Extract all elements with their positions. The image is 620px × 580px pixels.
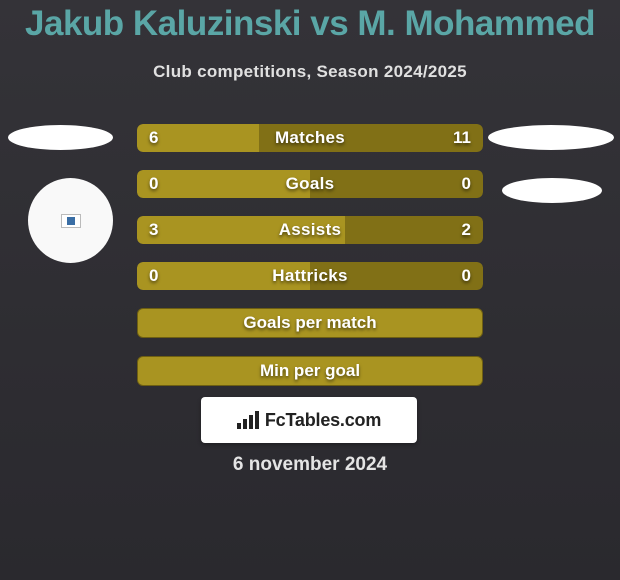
stat-label: Assists: [137, 216, 483, 244]
stat-value-left: 3: [149, 216, 158, 244]
stat-value-left: 0: [149, 262, 158, 290]
stat-label: Goals: [137, 170, 483, 198]
decorative-ellipse: [488, 125, 614, 150]
stat-value-left: 0: [149, 170, 158, 198]
stat-row-single: Min per goal: [137, 356, 483, 386]
root: Jakub Kaluzinski vs M. Mohammed Club com…: [0, 0, 620, 580]
logo-text: FcTables.com: [265, 410, 381, 431]
stat-value-right: 0: [462, 170, 471, 198]
flag-icon: [61, 214, 81, 228]
decorative-ellipse: [8, 125, 113, 150]
chart-icon: [237, 411, 259, 429]
stat-row: Assists3 2: [137, 216, 483, 244]
logo-box[interactable]: FcTables.com: [201, 397, 417, 443]
stat-value-right: 11: [453, 124, 471, 152]
stat-value-left: 6: [149, 124, 158, 152]
stat-label: Matches: [137, 124, 483, 152]
stat-row: Hattricks0 0: [137, 262, 483, 290]
stat-value-right: 2: [462, 216, 471, 244]
stat-row-single: Goals per match: [137, 308, 483, 338]
stat-label: Hattricks: [137, 262, 483, 290]
stat-row: Matches6 11: [137, 124, 483, 152]
decorative-ellipse: [502, 178, 602, 203]
date-label: 6 november 2024: [0, 454, 620, 476]
stat-value-right: 0: [462, 262, 471, 290]
stat-bars: Matches611Goals00Assists32Hattricks00Goa…: [137, 124, 483, 404]
page-title: Jakub Kaluzinski vs M. Mohammed: [0, 4, 620, 44]
stat-row: Goals0 0: [137, 170, 483, 198]
page-subtitle: Club competitions, Season 2024/2025: [0, 62, 620, 82]
profile-circle: [28, 178, 113, 263]
